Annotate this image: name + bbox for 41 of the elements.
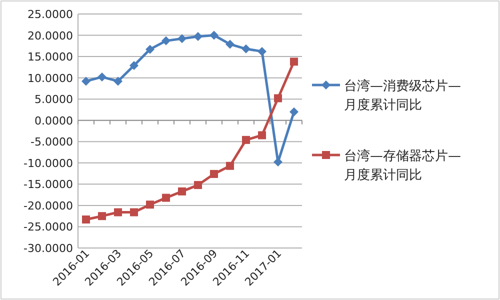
point [162, 36, 170, 46]
y-tick-label: 5.0000 [34, 93, 73, 106]
point [98, 72, 106, 82]
y-tick-label: -10.0000 [24, 156, 73, 170]
point [258, 131, 266, 140]
point [258, 46, 266, 56]
point [226, 40, 234, 49]
point [210, 30, 218, 40]
point [194, 32, 202, 42]
point [82, 76, 90, 86]
y-tick-label: 20.0000 [28, 29, 73, 42]
point [178, 34, 186, 44]
point [194, 181, 202, 190]
y-tick-label: -15.0000 [24, 178, 73, 192]
point [98, 212, 106, 220]
point [290, 107, 298, 116]
legend-label: 台湾—存储器芯片—月度累计同比 [344, 148, 461, 183]
point [242, 44, 250, 54]
point [82, 215, 90, 224]
y-tick-label: 15.0000 [28, 50, 73, 64]
point [114, 208, 122, 216]
point [290, 58, 298, 66]
point [226, 162, 234, 170]
point [178, 187, 186, 196]
y-tick-label: -25.0000 [24, 220, 73, 234]
point [242, 136, 250, 144]
point [146, 200, 154, 209]
point [130, 208, 138, 216]
y-tick-label: 10.0000 [28, 72, 73, 85]
y-tick-label: 0.0000 [34, 114, 73, 128]
point [274, 94, 282, 102]
y-tick-label: -30.0000 [24, 242, 73, 255]
point [130, 60, 138, 70]
point [162, 194, 170, 202]
legend-label: 台湾—消费级芯片—月度累计同比 [344, 78, 461, 113]
y-tick-label: -20.0000 [24, 199, 73, 212]
point [114, 76, 122, 86]
y-tick-label: -5.0000 [30, 136, 73, 149]
point [210, 170, 218, 178]
y-tick-label: 25.0000 [28, 8, 73, 21]
point [146, 44, 154, 54]
